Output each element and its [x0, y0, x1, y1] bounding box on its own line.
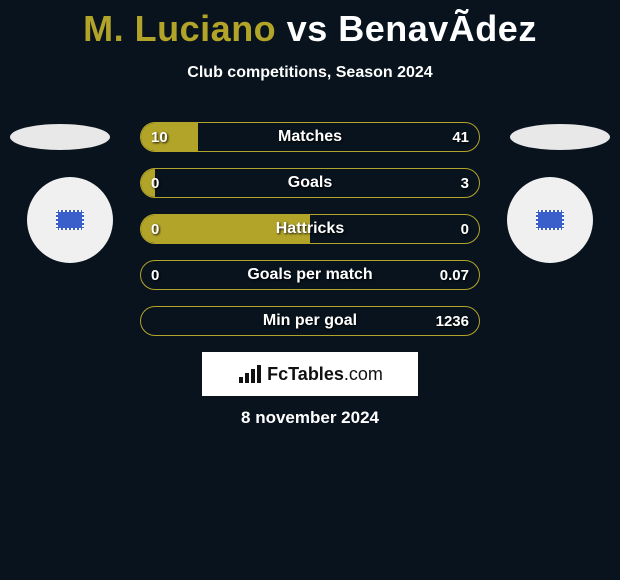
stat-row: 0Goals per match0.07 — [140, 260, 480, 290]
player2-avatar-placeholder — [510, 124, 610, 150]
player2-club-badge — [507, 177, 593, 263]
stat-row: 0Hattricks0 — [140, 214, 480, 244]
stat-value-right: 3 — [461, 169, 469, 197]
logo-brand: FcTables — [267, 364, 344, 384]
stat-label: Min per goal — [141, 307, 479, 335]
stat-value-right: 0 — [461, 215, 469, 243]
logo-tld: .com — [344, 364, 383, 384]
stat-value-right: 0.07 — [440, 261, 469, 289]
player1-name: M. Luciano — [83, 8, 276, 49]
player2-name: BenavÃ­dez — [338, 8, 537, 49]
logo-text: FcTables.com — [267, 364, 383, 385]
stat-value-right: 41 — [452, 123, 469, 151]
date-label: 8 november 2024 — [0, 408, 620, 428]
stat-label: Matches — [141, 123, 479, 151]
page-title: M. Luciano vs BenavÃ­dez — [0, 0, 620, 50]
stat-label: Goals per match — [141, 261, 479, 289]
flag-icon — [56, 210, 84, 230]
stat-value-right: 1236 — [436, 307, 469, 335]
stat-row: Min per goal1236 — [140, 306, 480, 336]
fctables-logo[interactable]: FcTables.com — [202, 352, 418, 396]
stat-label: Goals — [141, 169, 479, 197]
stats-bars-container: 10Matches410Goals30Hattricks00Goals per … — [140, 122, 480, 352]
stat-label: Hattricks — [141, 215, 479, 243]
stat-row: 0Goals3 — [140, 168, 480, 198]
stat-row: 10Matches41 — [140, 122, 480, 152]
bars-icon — [237, 363, 263, 385]
flag-icon — [536, 210, 564, 230]
title-connector: vs — [287, 8, 328, 49]
player1-avatar-placeholder — [10, 124, 110, 150]
player1-club-badge — [27, 177, 113, 263]
subtitle: Club competitions, Season 2024 — [0, 64, 620, 82]
